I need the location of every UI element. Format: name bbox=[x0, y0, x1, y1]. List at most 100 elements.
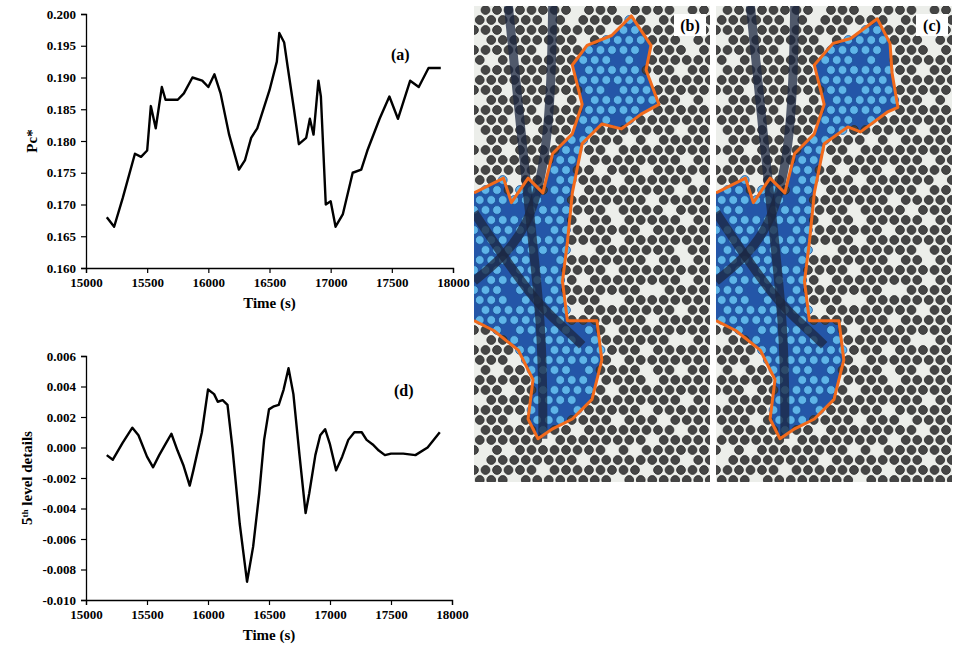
grain bbox=[677, 286, 686, 295]
grain bbox=[827, 6, 836, 14]
grain bbox=[596, 466, 605, 475]
grain bbox=[585, 466, 594, 475]
grain bbox=[907, 86, 916, 95]
grain bbox=[740, 316, 749, 325]
grain bbox=[498, 476, 507, 482]
grain bbox=[631, 6, 640, 14]
grain bbox=[682, 416, 691, 425]
grain bbox=[671, 276, 680, 285]
grain bbox=[608, 366, 617, 375]
grain bbox=[648, 216, 657, 225]
grain bbox=[504, 126, 513, 135]
grain bbox=[919, 266, 928, 275]
grain bbox=[723, 46, 732, 55]
grain bbox=[700, 346, 709, 355]
grain bbox=[758, 446, 767, 455]
grain bbox=[861, 386, 870, 395]
grain bbox=[901, 316, 910, 325]
grain bbox=[585, 146, 594, 155]
tick-label: 0.002 bbox=[47, 410, 76, 425]
tick-label: 15000 bbox=[70, 275, 103, 290]
grain bbox=[700, 366, 709, 375]
grain bbox=[769, 326, 778, 335]
grain bbox=[867, 376, 876, 385]
grain bbox=[769, 346, 778, 355]
grain bbox=[590, 436, 599, 445]
grain bbox=[665, 446, 674, 455]
grain bbox=[873, 146, 882, 155]
grain bbox=[942, 326, 951, 335]
grain bbox=[700, 6, 709, 14]
grain bbox=[516, 246, 525, 255]
grain bbox=[533, 476, 542, 482]
grain bbox=[642, 146, 651, 155]
tick: 18000 bbox=[436, 600, 469, 622]
grain bbox=[705, 136, 710, 145]
grain bbox=[556, 236, 565, 245]
grain bbox=[481, 426, 490, 435]
grain bbox=[562, 26, 571, 35]
grain bbox=[786, 236, 795, 245]
grain bbox=[504, 466, 513, 475]
grain bbox=[613, 396, 622, 405]
tick-label: -0.004 bbox=[42, 501, 76, 516]
grain bbox=[504, 306, 513, 315]
grain bbox=[919, 386, 928, 395]
y-axis-title: 5ᵗʰ level details bbox=[19, 431, 35, 525]
grain bbox=[717, 76, 726, 85]
grain bbox=[873, 406, 882, 415]
tick-label: 0.175 bbox=[47, 165, 77, 180]
grain bbox=[740, 436, 749, 445]
grain bbox=[740, 216, 749, 225]
grain bbox=[832, 236, 841, 245]
grain bbox=[735, 46, 744, 55]
grain bbox=[735, 346, 744, 355]
grain bbox=[804, 186, 813, 195]
grain bbox=[516, 446, 525, 455]
grain bbox=[619, 166, 628, 175]
grain bbox=[567, 396, 576, 405]
grain bbox=[746, 406, 755, 415]
tick-mark bbox=[81, 14, 86, 15]
tick-label: 15000 bbox=[70, 607, 103, 622]
grain bbox=[763, 256, 772, 265]
grain bbox=[498, 416, 507, 425]
grain bbox=[671, 256, 680, 265]
grain bbox=[873, 106, 882, 115]
grain bbox=[838, 6, 847, 14]
grain bbox=[723, 246, 732, 255]
grain bbox=[567, 256, 576, 265]
grain bbox=[723, 306, 732, 315]
grain bbox=[942, 366, 951, 375]
grain bbox=[804, 446, 813, 455]
grain bbox=[878, 436, 887, 445]
grain bbox=[850, 186, 859, 195]
grain bbox=[677, 226, 686, 235]
tick: 0.006 bbox=[47, 349, 86, 364]
grain bbox=[527, 66, 536, 75]
grain bbox=[671, 356, 680, 365]
grain bbox=[861, 186, 870, 195]
grain bbox=[539, 446, 548, 455]
grain bbox=[550, 446, 559, 455]
grain bbox=[890, 176, 899, 185]
grain bbox=[642, 266, 651, 275]
grain bbox=[493, 446, 502, 455]
grain bbox=[481, 126, 490, 135]
grain bbox=[907, 166, 916, 175]
grain bbox=[539, 246, 548, 255]
grain bbox=[498, 56, 507, 65]
grain bbox=[930, 166, 939, 175]
grain bbox=[487, 196, 496, 205]
grain bbox=[688, 326, 697, 335]
grain bbox=[481, 86, 490, 95]
grain bbox=[602, 16, 611, 25]
tick: 0.000 bbox=[47, 440, 86, 455]
grain bbox=[475, 416, 484, 425]
grain bbox=[636, 96, 645, 105]
grain bbox=[855, 196, 864, 205]
grain bbox=[527, 346, 536, 355]
grain bbox=[596, 206, 605, 215]
grain bbox=[613, 156, 622, 165]
grain bbox=[844, 56, 853, 65]
